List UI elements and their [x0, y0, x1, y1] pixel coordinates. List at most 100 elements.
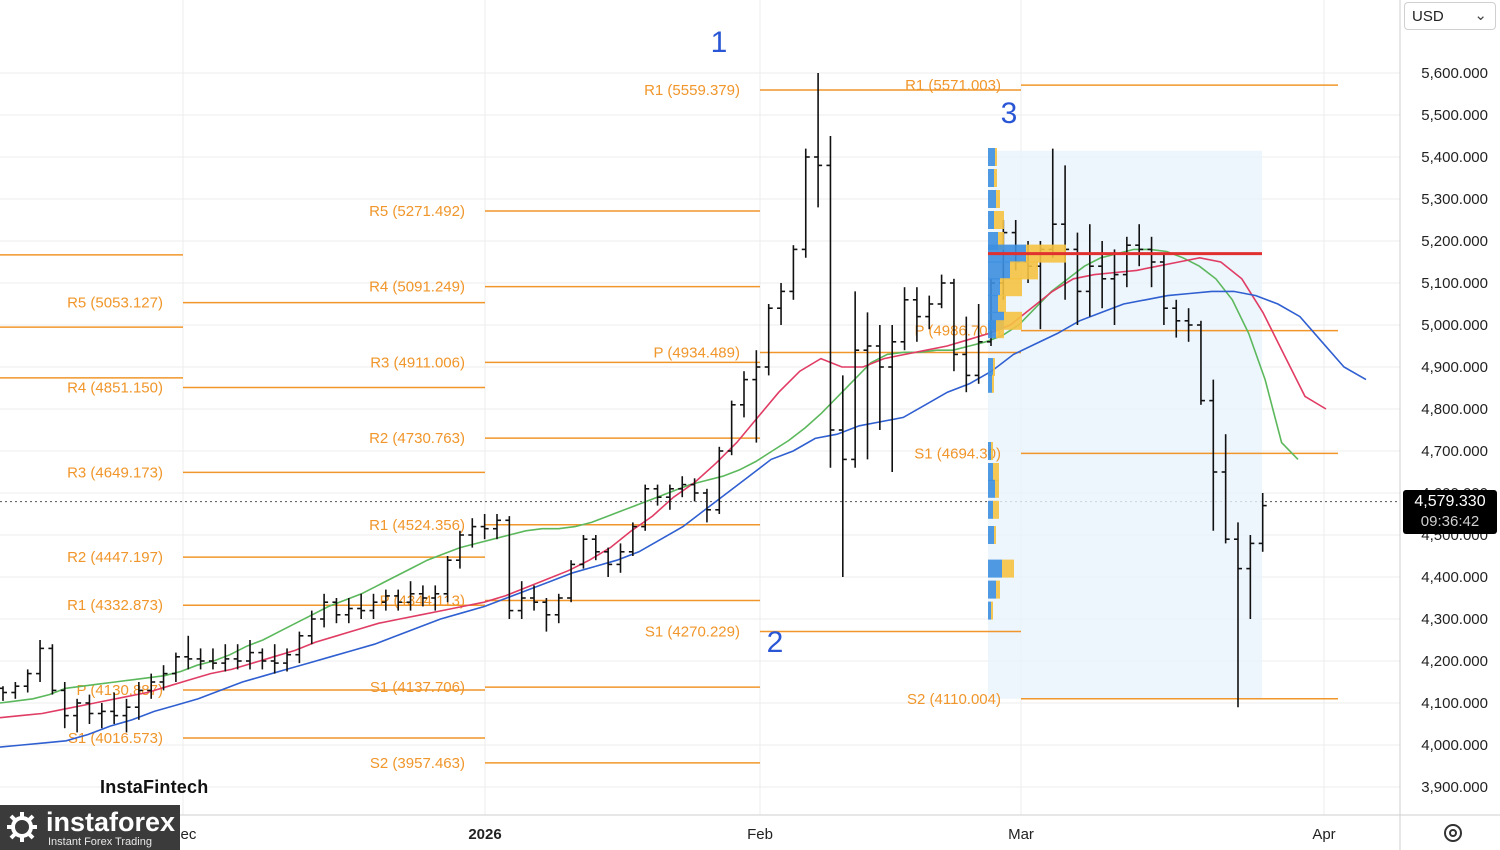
ohlc-bar	[233, 644, 242, 670]
ohlc-bar	[270, 644, 279, 674]
ohlc-bar	[171, 652, 180, 682]
ohlc-bar	[60, 682, 69, 729]
date-tick-label: Mar	[1008, 826, 1034, 843]
profile-bar-blue	[988, 278, 1000, 297]
profile-bar-yellow	[1004, 311, 1022, 330]
profile-bar-blue	[988, 479, 995, 498]
currency-select[interactable]: USD ⌄	[1404, 2, 1496, 30]
price-tick-label: 3,900.000	[1421, 779, 1488, 796]
pivot-label: R1 (5571.003)	[905, 77, 1001, 94]
pivot-label: R3 (4911.006)	[370, 354, 465, 371]
price-tick-label: 5,100.000	[1421, 275, 1488, 292]
price-tick-label: 5,400.000	[1421, 149, 1488, 166]
ohlc-bar	[159, 665, 168, 691]
ohlc-bar	[258, 648, 267, 670]
ohlc-bar	[134, 682, 143, 720]
profile-bar-blue	[988, 601, 991, 620]
profile-bar-yellow	[991, 442, 993, 460]
ohlc-bar	[974, 304, 983, 384]
settings-gear-icon[interactable]	[1440, 820, 1466, 846]
profile-bar-yellow	[1000, 278, 1022, 297]
brand-logo: instaforex Instant Forex Trading	[0, 805, 180, 850]
ohlc-bar	[1159, 253, 1168, 325]
profile-bar-yellow	[993, 463, 999, 481]
ohlc-bar	[628, 522, 637, 556]
ohlc-bar	[789, 245, 798, 300]
ohlc-bar	[604, 547, 613, 577]
pivot-label: S1 (4694.30)	[914, 445, 1001, 462]
volume-profile-area	[988, 150, 1262, 699]
ohlc-bar	[184, 635, 193, 670]
ohlc-bar	[1246, 535, 1255, 619]
ohlc-bar	[851, 291, 860, 468]
price-tick-label: 4,700.000	[1421, 443, 1488, 460]
ohlc-bar	[838, 375, 847, 577]
pivot-label: R5 (5053.127)	[67, 295, 163, 312]
ohlc-bar	[777, 283, 786, 325]
ohlc-bar	[221, 644, 230, 672]
ohlc-bar	[665, 484, 674, 510]
ohlc-bar	[480, 514, 489, 540]
profile-bar-blue	[988, 232, 998, 250]
ohlc-bar	[369, 593, 378, 619]
pivot-label: R3 (4649.173)	[67, 464, 163, 481]
profile-bar-blue	[988, 580, 996, 599]
price-tick-label: 4,400.000	[1421, 569, 1488, 586]
ohlc-bar	[715, 446, 724, 514]
price-axis: 3,900.000 4,000.000 4,100.000 4,200.000 4,30…	[1399, 0, 1488, 850]
ohlc-bar	[579, 535, 588, 569]
ohlc-bar	[406, 581, 415, 611]
profile-bar-yellow	[994, 526, 996, 544]
ohlc-bar	[97, 703, 106, 729]
ohlc-bar	[653, 484, 662, 506]
ohlc-bar	[295, 631, 304, 664]
ohlc-bar	[48, 644, 57, 695]
profile-bar-blue	[988, 211, 994, 229]
ohlc-bar	[1135, 224, 1144, 267]
time-axis: Dec 2026 Feb Mar Apr	[0, 814, 1500, 843]
ohlc-bar	[764, 304, 773, 376]
profile-bar-yellow	[994, 211, 1004, 229]
profile-bar-blue	[988, 261, 1010, 280]
chevron-down-icon: ⌄	[1474, 7, 1487, 24]
profile-bar-blue	[988, 526, 994, 544]
logo-mark-icon	[7, 812, 37, 842]
profile-bar-yellow	[996, 580, 1000, 599]
logo-tagline: Instant Forex Trading	[48, 836, 152, 848]
pivot-levels: R5 (5053.127) R4 (4851.150) R3 (4649.173) R…	[0, 77, 1338, 772]
ohlc-bar	[826, 136, 835, 468]
moving-averages	[0, 248, 1367, 748]
pivot-label: S1 (4270.229)	[645, 624, 740, 641]
ohlc-bar	[875, 325, 884, 430]
ohlc-bar	[1221, 434, 1230, 544]
ohlc-bar	[752, 350, 761, 443]
profile-bar-blue	[988, 295, 998, 313]
ohlc-bar	[937, 274, 946, 309]
ohlc-bar	[727, 400, 736, 456]
ohlc-bar	[431, 585, 440, 611]
ohlc-bar	[381, 589, 390, 611]
price-tick-label: 5,300.000	[1421, 191, 1488, 208]
price-tick-label: 5,600.000	[1421, 65, 1488, 82]
ma-mid-line	[0, 256, 1327, 719]
logo-name: instaforex	[46, 807, 176, 837]
profile-bar-yellow	[993, 500, 999, 519]
ohlc-bar	[208, 648, 217, 670]
ohlc-bar	[246, 640, 254, 670]
ohlc-bar	[307, 610, 316, 645]
ohlc-bar	[320, 593, 329, 628]
ohlc-bar	[418, 585, 427, 607]
profile-bar-yellow	[1010, 261, 1038, 280]
date-tick-label: Feb	[747, 826, 773, 843]
profile-bar-yellow	[998, 295, 1006, 313]
volume-profile	[988, 148, 1262, 620]
profile-bar-blue	[988, 320, 996, 339]
ohlc-bar	[1085, 224, 1094, 317]
ohlc-bar	[517, 581, 526, 619]
pivot-label: S1 (4137.706)	[370, 679, 465, 696]
profile-range	[988, 150, 1262, 699]
wave-label: 2	[767, 626, 784, 659]
ohlc-bar	[616, 543, 625, 573]
profile-bar-blue	[988, 374, 992, 393]
